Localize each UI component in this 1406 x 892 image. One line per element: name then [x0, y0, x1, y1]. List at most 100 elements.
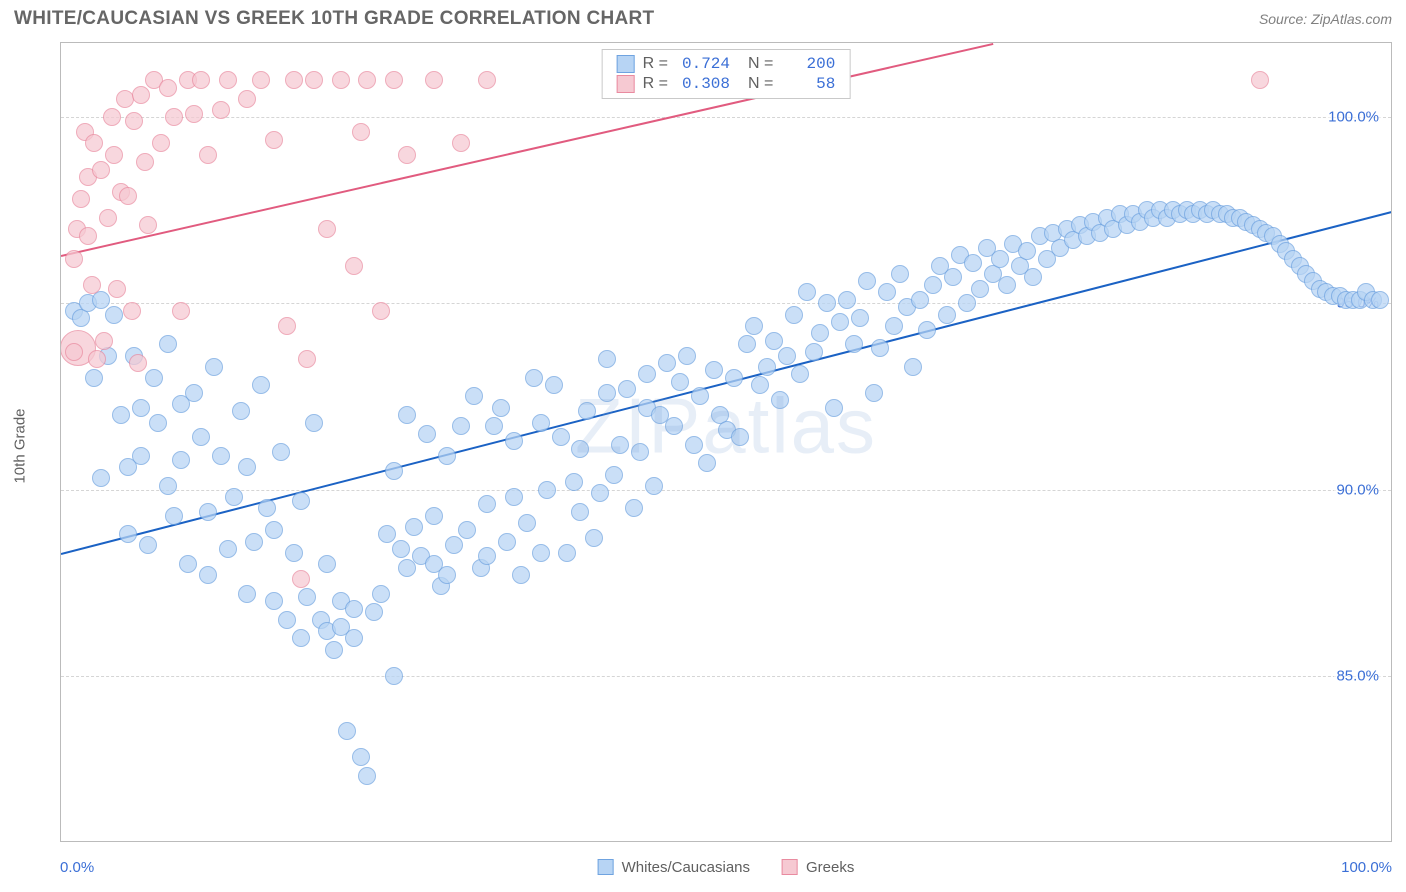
scatter-point [538, 481, 556, 499]
scatter-point [478, 71, 496, 89]
scatter-point [438, 566, 456, 584]
scatter-point [532, 544, 550, 562]
scatter-point [571, 440, 589, 458]
scatter-point [199, 566, 217, 584]
scatter-point [83, 276, 101, 294]
scatter-point [372, 302, 390, 320]
scatter-point [445, 536, 463, 554]
scatter-point [871, 339, 889, 357]
scatter-point [751, 376, 769, 394]
scatter-point [372, 585, 390, 603]
scatter-point [92, 291, 110, 309]
legend-item: Greeks [782, 859, 854, 876]
y-tick-label: 100.0% [1326, 109, 1381, 126]
y-tick-label: 85.0% [1334, 667, 1381, 684]
x-tick [860, 841, 861, 842]
scatter-point [192, 428, 210, 446]
scatter-point [545, 376, 563, 394]
scatter-point [352, 123, 370, 141]
scatter-point [964, 254, 982, 272]
scatter-point [745, 317, 763, 335]
scatter-point [765, 332, 783, 350]
scatter-point [285, 544, 303, 562]
legend-label: Greeks [806, 859, 854, 876]
scatter-point [298, 350, 316, 368]
scatter-point [831, 313, 849, 331]
x-tick [61, 841, 62, 842]
gridline [61, 490, 1391, 491]
chart-container: ZIPatlas R =0.724N =200R =0.308N = 58 85… [60, 42, 1392, 842]
scatter-point [172, 302, 190, 320]
scatter-point [149, 414, 167, 432]
scatter-point [305, 414, 323, 432]
scatter-point [811, 324, 829, 342]
stats-n-label: N = [748, 75, 773, 93]
scatter-point [345, 257, 363, 275]
scatter-point [165, 108, 183, 126]
scatter-point [532, 414, 550, 432]
scatter-point [944, 268, 962, 286]
scatter-point [438, 447, 456, 465]
scatter-point [338, 722, 356, 740]
scatter-point [678, 347, 696, 365]
scatter-point [818, 294, 836, 312]
scatter-point [591, 484, 609, 502]
scatter-point [685, 436, 703, 454]
scatter-point [132, 86, 150, 104]
scatter-point [318, 220, 336, 238]
scatter-point [238, 585, 256, 603]
scatter-point [119, 525, 137, 543]
scatter-point [219, 71, 237, 89]
scatter-point [452, 417, 470, 435]
scatter-point [851, 309, 869, 327]
scatter-point [298, 588, 316, 606]
scatter-point [938, 306, 956, 324]
scatter-point [119, 187, 137, 205]
stats-n-value: 200 [781, 55, 835, 73]
scatter-point [272, 443, 290, 461]
scatter-point [738, 335, 756, 353]
scatter-point [625, 499, 643, 517]
y-tick-label: 90.0% [1334, 481, 1381, 498]
scatter-point [418, 425, 436, 443]
scatter-point [392, 540, 410, 558]
scatter-point [252, 71, 270, 89]
scatter-point [92, 161, 110, 179]
scatter-point [103, 108, 121, 126]
stats-legend-box: R =0.724N =200R =0.308N = 58 [602, 49, 851, 99]
scatter-point [485, 417, 503, 435]
scatter-point [136, 153, 154, 171]
scatter-point [785, 306, 803, 324]
scatter-point [232, 402, 250, 420]
scatter-point [285, 71, 303, 89]
scatter-point [665, 417, 683, 435]
stats-r-value: 0.308 [676, 75, 730, 93]
scatter-point [398, 406, 416, 424]
scatter-point [79, 227, 97, 245]
scatter-point [385, 667, 403, 685]
scatter-point [159, 477, 177, 495]
scatter-point [558, 544, 576, 562]
scatter-point [904, 358, 922, 376]
scatter-point [88, 350, 106, 368]
stats-r-value: 0.724 [676, 55, 730, 73]
scatter-point [292, 570, 310, 588]
scatter-point [265, 131, 283, 149]
scatter-point [598, 350, 616, 368]
scatter-point [885, 317, 903, 335]
scatter-point [565, 473, 583, 491]
scatter-point [125, 112, 143, 130]
scatter-point [152, 134, 170, 152]
x-axis-row: 0.0% Whites/CaucasiansGreeks 100.0% [60, 852, 1392, 882]
scatter-point [425, 71, 443, 89]
scatter-point [292, 629, 310, 647]
scatter-point [578, 402, 596, 420]
scatter-point [65, 343, 83, 361]
scatter-point [318, 555, 336, 573]
scatter-point [265, 521, 283, 539]
scatter-point [265, 592, 283, 610]
scatter-point [305, 71, 323, 89]
scatter-point [199, 146, 217, 164]
stats-n-value: 58 [781, 75, 835, 93]
scatter-point [132, 399, 150, 417]
